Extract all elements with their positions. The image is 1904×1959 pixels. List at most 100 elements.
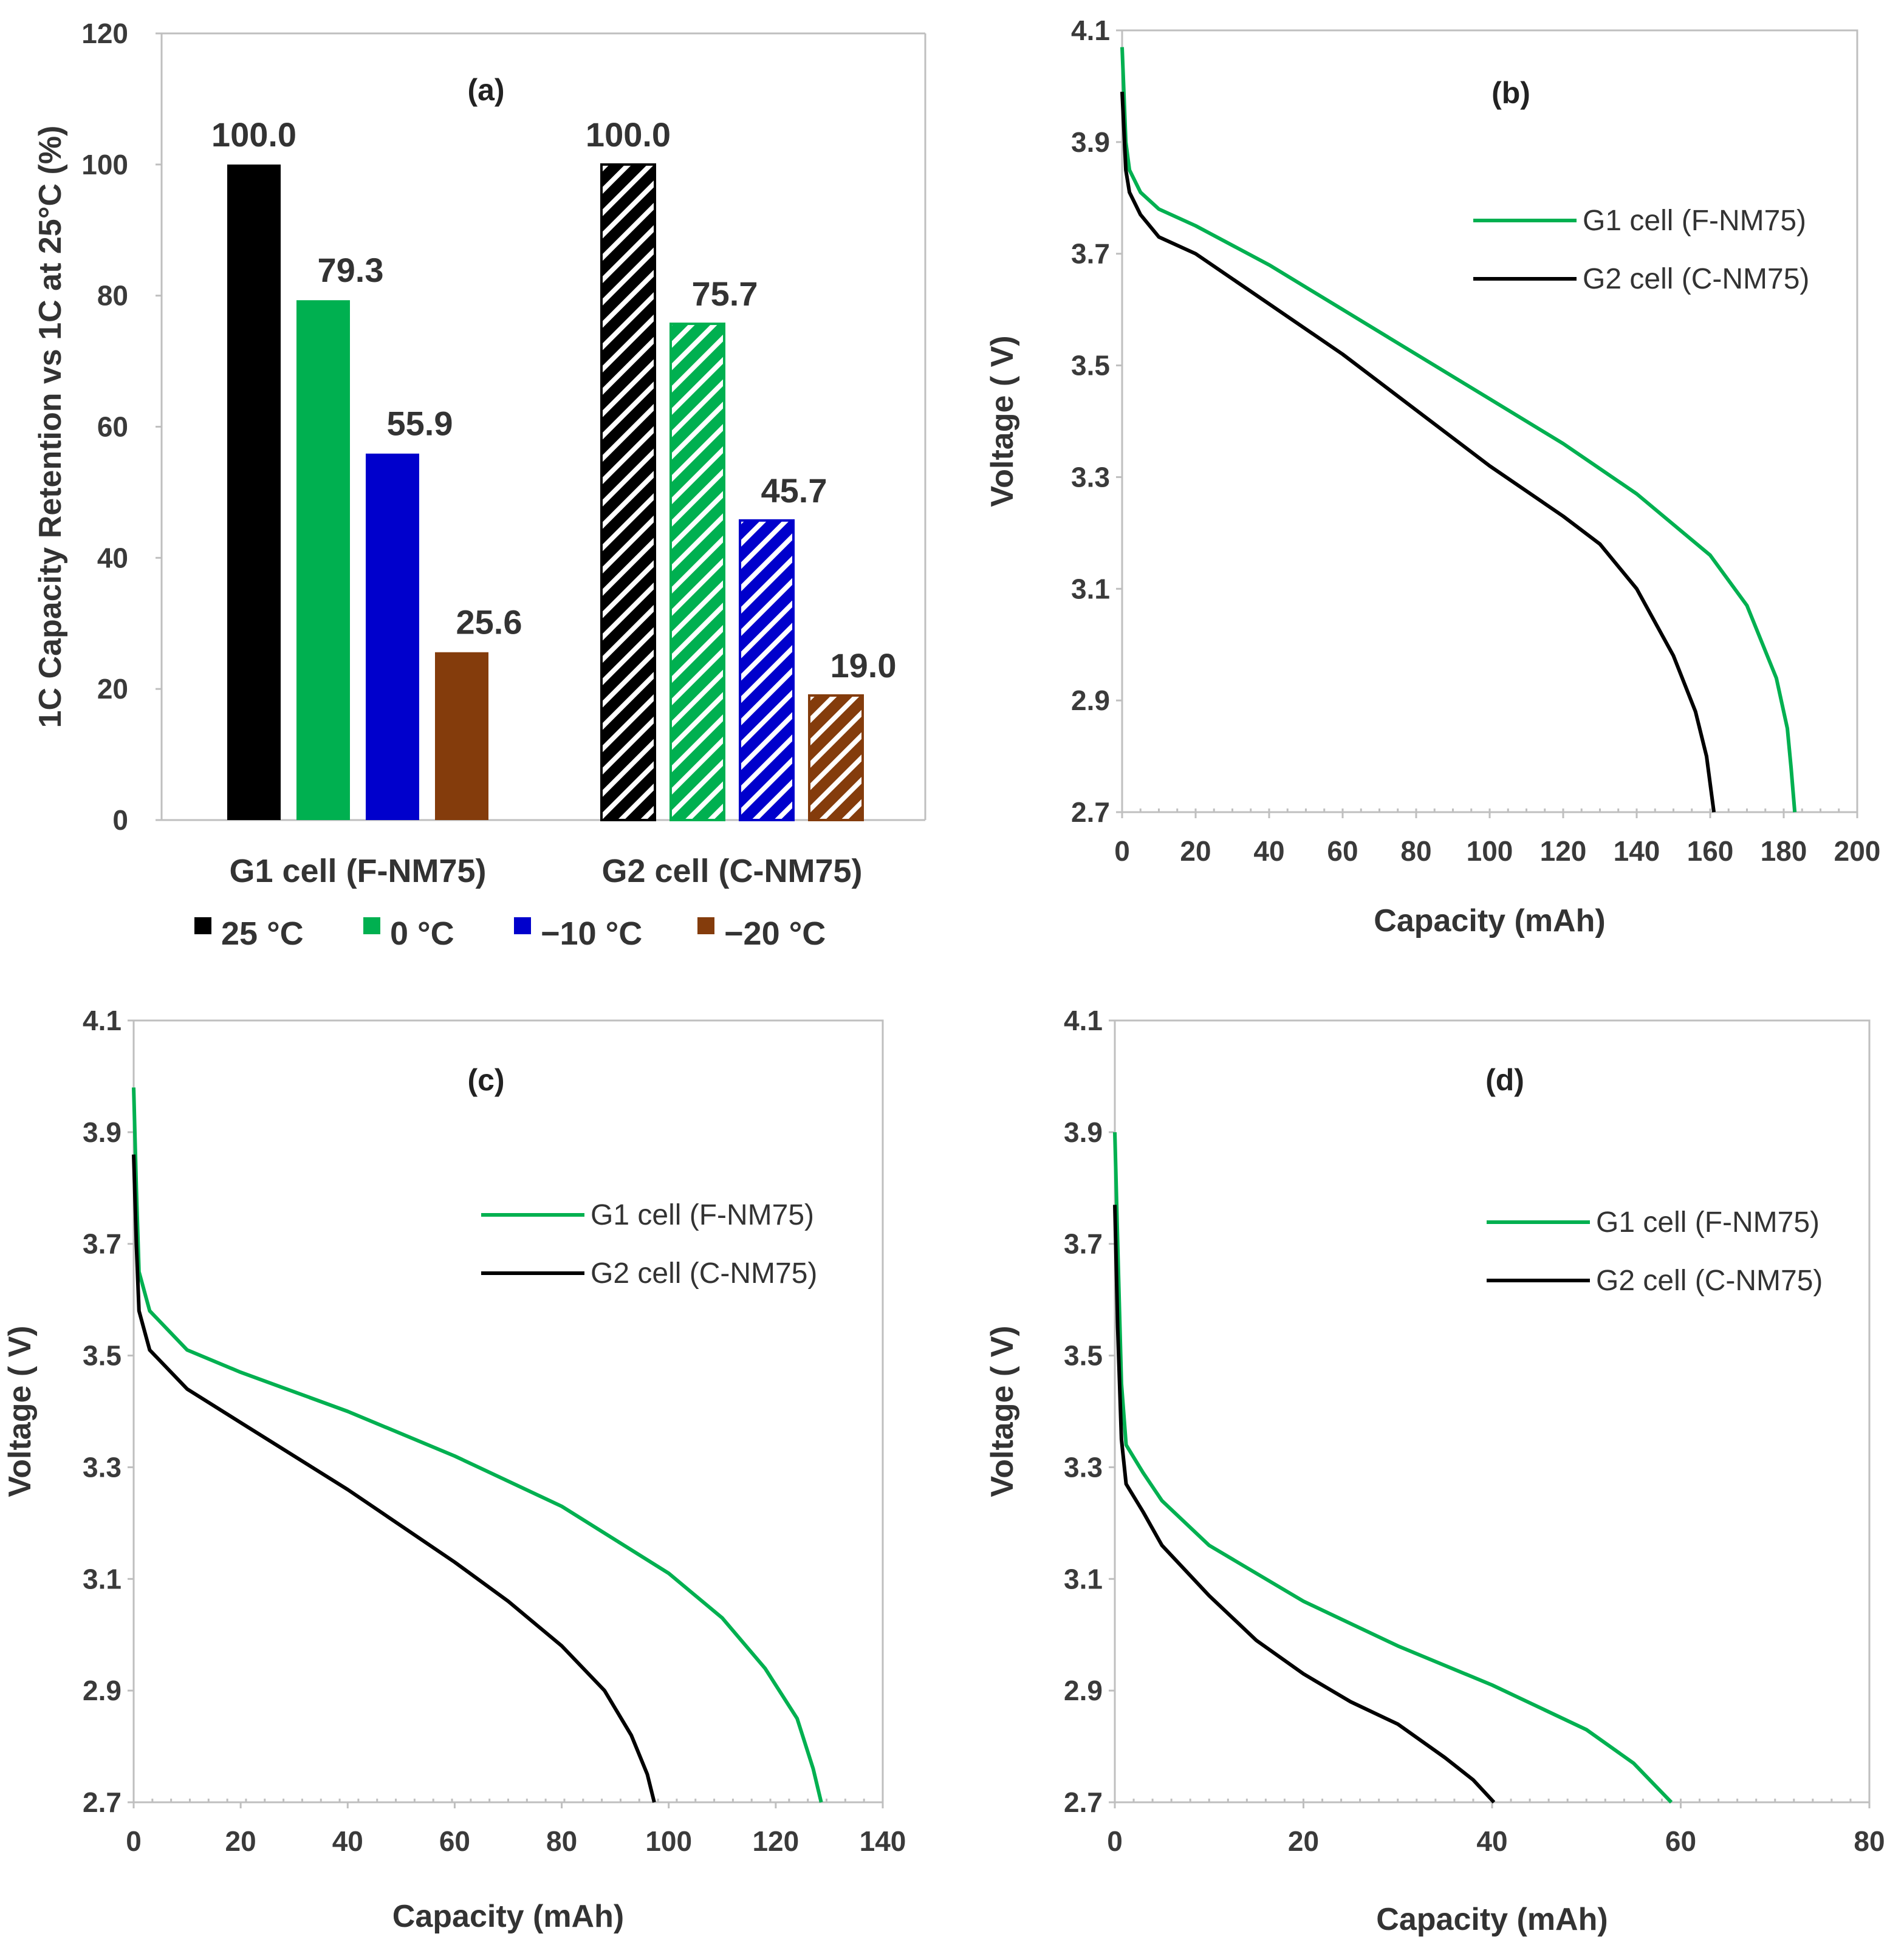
panel-a: 0 20 40 60 80 100 120 1C Capacity Retention vs …: [0, 0, 952, 978]
series-line-0: [1120, 47, 1797, 813]
y-tick-label: 4.1: [83, 1005, 122, 1036]
x-tick-label: 200: [1834, 835, 1881, 867]
x-axis-title: Capacity (mAh): [1374, 903, 1605, 938]
panel-d: 2.7 2.9 3.1 3.3 3.5 3.7 3.9 4.1 0 20 40 60 80 Capacit…: [952, 978, 1904, 1959]
x-tick-label: 100: [645, 1825, 692, 1857]
y-tick-label: 3.7: [1071, 238, 1110, 270]
x-tick-label: 80: [1400, 835, 1431, 867]
y-tick-label: 2.9: [83, 1675, 122, 1706]
x-tick-label: 20: [225, 1825, 256, 1857]
y-tick-label: 3.1: [1071, 573, 1110, 604]
y-tick-label: 2.9: [1064, 1675, 1103, 1706]
y-tick-label: 120: [81, 18, 128, 49]
legend-label: −10 °C: [541, 915, 642, 952]
panel-label-c: (c): [467, 1063, 504, 1097]
y-tick-label: 3.5: [83, 1340, 122, 1372]
panel-label-a: (a): [467, 73, 504, 107]
x-tick-label: 0: [126, 1825, 142, 1857]
y-tick-label: 3.5: [1064, 1340, 1103, 1372]
series-line-1: [1113, 1205, 1496, 1804]
legend-label: −20 °C: [724, 915, 826, 952]
bar-value-label: 45.7: [761, 471, 827, 510]
bar-value-label: 25.6: [456, 603, 522, 641]
y-tick-label: 3.7: [1064, 1228, 1103, 1260]
x-axis-title: Capacity (mAh): [392, 1899, 624, 1934]
y-tick-label: 3.9: [1064, 1116, 1103, 1148]
x-tick-label: 40: [332, 1825, 363, 1857]
series-line-0: [1113, 1132, 1673, 1804]
y-tick-label: 4.1: [1064, 1005, 1103, 1036]
x-tick-label: 60: [1327, 835, 1358, 867]
y-tick-label: 3.5: [1071, 350, 1110, 381]
chart-d-line: 2.7 2.9 3.1 3.3 3.5 3.7 3.9 4.1 0 20 40 60 80 Capacit…: [985, 1005, 1885, 1937]
x-tick-label: 20: [1288, 1825, 1319, 1857]
x-tick-label: 80: [546, 1825, 577, 1857]
bar-1-3: [808, 694, 864, 822]
y-tick-label: 40: [97, 542, 128, 573]
legend-label: G1 cell (F-NM75): [591, 1199, 814, 1231]
x-tick-label: 40: [1476, 1825, 1507, 1857]
bar-value-label: 75.7: [692, 275, 758, 313]
bar-value-label: 19.0: [830, 646, 897, 685]
bar-1-2: [739, 519, 795, 822]
y-tick-label: 3.7: [83, 1228, 122, 1260]
legend-label: 25 °C: [221, 915, 304, 952]
y-tick-label: 3.1: [1064, 1563, 1103, 1595]
legend-swatch-0: [194, 917, 211, 934]
x-tick-label: 0: [1107, 1825, 1123, 1857]
bar-value-label: 79.3: [318, 251, 384, 289]
category-label: G2 cell (C-NM75): [601, 853, 862, 889]
y-tick-label: 4.1: [1071, 15, 1110, 46]
bar-value-label: 100.0: [211, 115, 296, 154]
y-tick-label: 3.3: [83, 1451, 122, 1483]
bar-1-0: [600, 163, 656, 821]
bar-0-1: [296, 300, 350, 820]
x-tick-label: 60: [1665, 1825, 1696, 1857]
legend-swatch-3: [697, 917, 714, 934]
plot-frame: [1121, 29, 1858, 813]
y-tick-label: 80: [97, 280, 128, 312]
panel-label-b: (b): [1491, 76, 1530, 110]
legend-label: G2 cell (C-NM75): [1583, 263, 1809, 295]
legend-label: 0 °C: [390, 915, 454, 952]
legend-label: G2 cell (C-NM75): [591, 1257, 817, 1290]
x-tick-label: 140: [860, 1825, 906, 1857]
y-axis-title: Voltage ( V): [985, 335, 1020, 507]
bar-1-1: [669, 323, 725, 821]
bar-0-3: [435, 652, 488, 820]
y-tick-label: 20: [97, 673, 128, 705]
y-tick-label: 3.3: [1071, 461, 1110, 493]
chart-a-bar: 0 20 40 60 80 100 120 1C Capacity Retention vs …: [33, 18, 926, 952]
series-line-1: [1120, 91, 1716, 813]
plot-frame: [132, 1019, 884, 1803]
bar-0-0: [227, 164, 281, 820]
x-tick-label: 160: [1687, 835, 1734, 867]
x-tick-label: 120: [752, 1825, 799, 1857]
x-tick-label: 0: [1114, 835, 1130, 867]
x-tick-label: 180: [1761, 835, 1807, 867]
y-tick-label: 3.3: [1064, 1451, 1103, 1483]
x-tick-label: 20: [1180, 835, 1211, 867]
y-tick-label: 3.9: [1071, 126, 1110, 158]
x-tick-label: 100: [1467, 835, 1513, 867]
y-tick-label: 2.9: [1071, 685, 1110, 716]
y-tick-label: 3.1: [83, 1563, 122, 1595]
chart-c-line: 2.7 2.9 3.1 3.3 3.5 3.7 3.9 4.1 0 20 40 60 80 100 120 1…: [2, 1005, 906, 1934]
panel-c: 2.7 2.9 3.1 3.3 3.5 3.7 3.9 4.1 0 20 40 60 80 100 120 1…: [0, 978, 952, 1959]
bar-0-2: [366, 453, 419, 820]
legend-label: G2 cell (C-NM75): [1596, 1265, 1823, 1297]
chart-b-line: 2.7 2.9 3.1 3.3 3.5 3.7 3.9 4.1 0 20 40 60 80 100 120 1…: [985, 15, 1881, 938]
y-tick-label: 2.7: [83, 1786, 122, 1818]
y-axis-title: Voltage ( V): [2, 1325, 38, 1497]
y-tick-label: 3.9: [83, 1116, 122, 1148]
y-tick-label: 60: [97, 411, 128, 443]
y-axis-title: 1C Capacity Retention vs 1C at 25°C (%): [33, 126, 68, 728]
y-tick-label: 2.7: [1064, 1786, 1103, 1818]
category-label: G1 cell (F-NM75): [229, 853, 486, 889]
panel-b: 2.7 2.9 3.1 3.3 3.5 3.7 3.9 4.1 0 20 40 60 80 100 120 1…: [952, 0, 1904, 978]
y-axis-title: Voltage ( V): [985, 1325, 1020, 1497]
bar-value-label: 100.0: [586, 115, 671, 154]
y-tick-label: 2.7: [1071, 796, 1110, 828]
bar-value-label: 55.9: [387, 405, 453, 443]
series-line-1: [132, 1154, 656, 1803]
